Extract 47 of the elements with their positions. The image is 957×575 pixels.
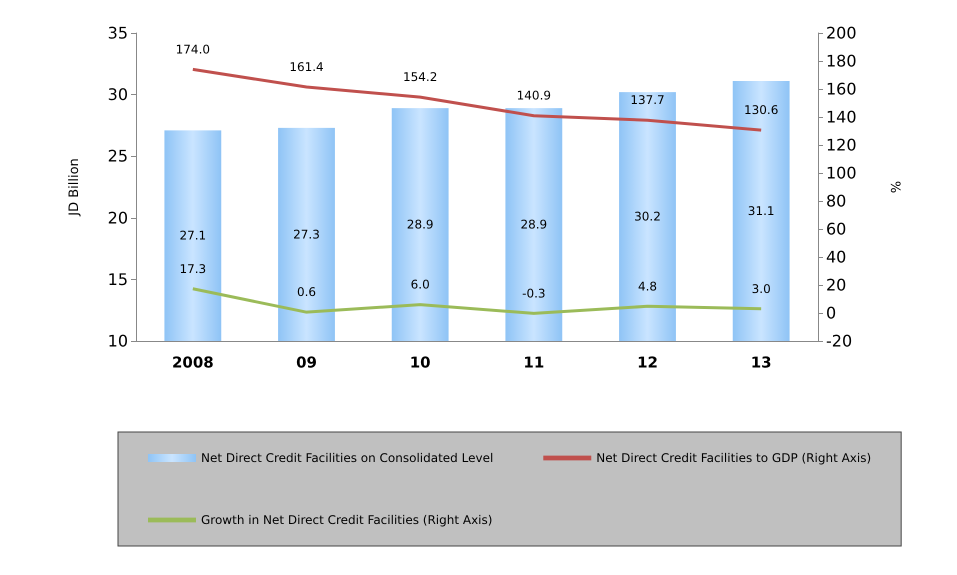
data-label: 0.6 (296, 285, 316, 300)
y2-tick-label: 200 (826, 24, 857, 42)
y2-tick-label: 80 (826, 192, 846, 210)
y2-tick-label: 20 (826, 276, 846, 294)
y-tick-label: 20 (108, 208, 128, 228)
data-label: 137.7 (630, 93, 665, 108)
legend-label: Growth in Net Direct Credit Facilities (Right Axis) (201, 513, 492, 527)
y-tick-label: 15 (108, 270, 128, 289)
data-label: -0.3 (522, 286, 546, 300)
data-label: 27.1 (179, 228, 206, 243)
data-label: 140.9 (516, 88, 552, 103)
y2-axis-title: % (887, 180, 902, 194)
y2-tick-label: 140 (826, 108, 857, 126)
data-label: 31.1 (748, 204, 775, 218)
legend-label: Net Direct Credit Facilities to GDP (Right Axis) (596, 451, 872, 465)
data-label: 30.2 (634, 210, 661, 224)
data-label: 174.0 (176, 42, 210, 56)
data-label: 6.0 (410, 278, 430, 292)
data-label: 17.3 (179, 262, 206, 276)
data-label: 154.2 (402, 70, 438, 84)
y2-tick-label: 40 (826, 248, 846, 266)
y2-tick-label: 180 (826, 52, 857, 70)
y2-tick-label: 60 (826, 220, 846, 238)
y-tick-label: 25 (108, 146, 128, 166)
data-label: 130.6 (744, 103, 778, 118)
data-label: 28.9 (520, 218, 548, 232)
y2-tick-label: 100 (826, 164, 857, 182)
x-tick-label: 13 (750, 354, 772, 372)
y2-tick-label: -20 (826, 332, 852, 350)
y-tick-label: 30 (108, 85, 128, 104)
x-tick-label: 11 (523, 354, 544, 372)
y2-tick-label: 160 (826, 80, 857, 98)
legend-label: Net Direct Credit Facilities on Consolidated Level (201, 451, 494, 465)
data-label: 28.9 (406, 218, 434, 232)
x-tick-label: 12 (637, 354, 658, 372)
y2-tick-label: 0 (826, 304, 836, 322)
data-label: 27.3 (293, 227, 320, 242)
data-label: 161.4 (289, 60, 324, 74)
y2-tick-label: 120 (826, 136, 857, 154)
x-tick-label: 09 (296, 354, 317, 372)
data-label: 4.8 (638, 279, 658, 294)
y-tick-label: 35 (108, 24, 128, 42)
y-axis-title: JD Billion (67, 158, 82, 217)
y-tick-label: 10 (108, 332, 128, 350)
data-label: 3.0 (752, 282, 771, 296)
x-tick-label: 10 (410, 354, 431, 372)
x-tick-label: 2008 (172, 354, 214, 372)
